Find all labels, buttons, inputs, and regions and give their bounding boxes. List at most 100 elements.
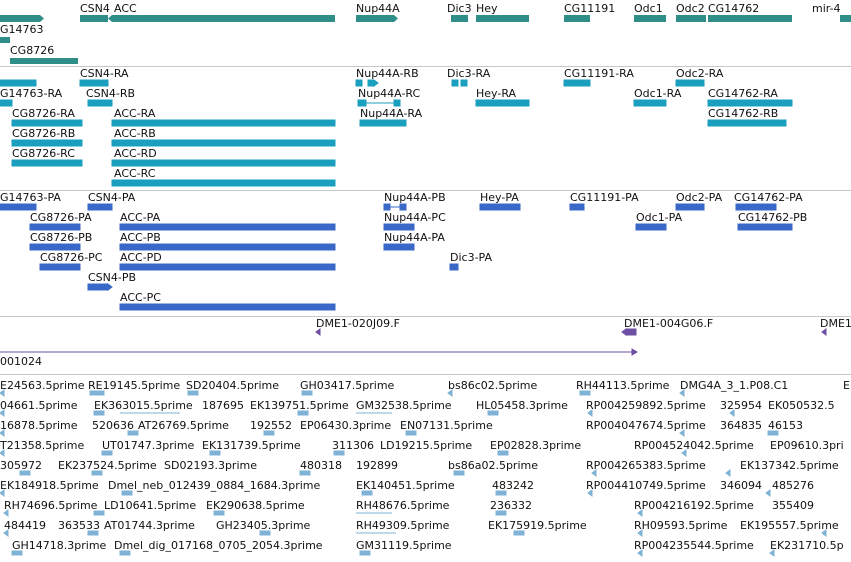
- transcript-bar[interactable]: [359, 119, 407, 127]
- transcript-label[interactable]: Nup44A-RB: [356, 67, 419, 80]
- gene-label[interactable]: CSN4: [80, 2, 110, 15]
- gene-bar[interactable]: [112, 15, 335, 22]
- est-label[interactable]: RP004524042.5prime: [634, 439, 754, 452]
- est-arrow[interactable]: [637, 549, 643, 557]
- est-label[interactable]: RP004216192.5prime: [634, 499, 754, 512]
- est-bar[interactable]: [101, 450, 113, 456]
- protein-bar[interactable]: [399, 203, 407, 211]
- gene-bar[interactable]: [356, 15, 394, 22]
- transcript-bar[interactable]: [460, 79, 468, 87]
- est-arrow[interactable]: [725, 469, 731, 477]
- gene-bar[interactable]: [564, 15, 590, 22]
- protein-label[interactable]: CG11191-PA: [570, 191, 639, 204]
- protein-label[interactable]: ACC-PB: [120, 231, 161, 244]
- est-bar[interactable]: [91, 470, 103, 476]
- est-arrow[interactable]: [447, 389, 453, 397]
- est-label[interactable]: 04661.5prime: [0, 399, 78, 412]
- gene-bar[interactable]: [0, 37, 10, 43]
- est-label[interactable]: 485276: [772, 479, 814, 492]
- gene-label[interactable]: Odc1: [634, 2, 663, 15]
- protein-label[interactable]: ACC-PD: [120, 251, 162, 264]
- est-label[interactable]: 363533: [58, 519, 100, 532]
- est-label[interactable]: EK184918.5prime: [0, 479, 99, 492]
- est-bar[interactable]: [127, 430, 139, 436]
- protein-bar[interactable]: [119, 243, 336, 251]
- protein-label[interactable]: Nup44A-PB: [384, 191, 446, 204]
- gene-bar[interactable]: [634, 15, 666, 22]
- clone-label[interactable]: DME1: [820, 317, 851, 330]
- est-bar[interactable]: [11, 550, 23, 556]
- clone-end-marker[interactable]: [821, 328, 827, 336]
- est-label[interactable]: E: [843, 379, 850, 392]
- protein-label[interactable]: Odc2-PA: [676, 191, 723, 204]
- est-label[interactable]: 16878.5prime: [0, 419, 78, 432]
- protein-bar[interactable]: [675, 203, 705, 211]
- est-label[interactable]: RP004235544.5prime: [634, 539, 754, 552]
- protein-bar[interactable]: [383, 243, 415, 251]
- est-bar[interactable]: [487, 410, 499, 416]
- est-bar[interactable]: [19, 470, 31, 476]
- gene-bar[interactable]: [0, 15, 40, 22]
- est-label[interactable]: RH48676.5prime: [356, 499, 450, 512]
- est-bar[interactable]: [495, 490, 507, 496]
- transcript-bar[interactable]: [111, 179, 336, 187]
- gene-label[interactable]: ACC: [114, 2, 137, 15]
- est-arrow[interactable]: [679, 389, 685, 397]
- gene-bar[interactable]: [708, 15, 792, 22]
- transcript-bar[interactable]: [11, 139, 83, 147]
- protein-label[interactable]: G14763-PA: [0, 191, 61, 204]
- gene-label[interactable]: mir-4: [812, 2, 841, 15]
- transcript-label[interactable]: Dic3-RA: [447, 67, 491, 80]
- est-arrow[interactable]: [587, 489, 593, 497]
- est-label[interactable]: 364835: [720, 419, 762, 432]
- est-label[interactable]: EP06430.3prime: [300, 419, 392, 432]
- protein-bar[interactable]: [39, 263, 81, 271]
- est-arrow[interactable]: [0, 429, 5, 437]
- est-label[interactable]: RH74696.5prime: [4, 499, 98, 512]
- transcript-label[interactable]: G14763-RA: [0, 87, 63, 100]
- est-label[interactable]: 46153: [768, 419, 803, 432]
- est-bar[interactable]: [767, 430, 779, 436]
- est-label[interactable]: RP004265383.5prime: [586, 459, 706, 472]
- transcript-label[interactable]: Nup44A-RA: [360, 107, 423, 120]
- est-label[interactable]: AT01744.3prime: [104, 519, 195, 532]
- protein-label[interactable]: CG8726-PC: [40, 251, 103, 264]
- transcript-label[interactable]: ACC-RC: [114, 167, 156, 180]
- est-arrow[interactable]: [587, 409, 593, 417]
- est-label[interactable]: 484419: [4, 519, 46, 532]
- protein-label[interactable]: CSN4-PA: [88, 191, 136, 204]
- est-label[interactable]: T21358.5prime: [0, 439, 85, 452]
- est-arrow[interactable]: [3, 509, 9, 517]
- gene-label[interactable]: CG8726: [10, 44, 55, 57]
- est-bar[interactable]: [209, 450, 221, 456]
- est-arrow[interactable]: [681, 449, 687, 457]
- transcript-bar[interactable]: [111, 139, 336, 147]
- est-label[interactable]: RH09593.5prime: [634, 519, 728, 532]
- transcript-bar[interactable]: [393, 99, 401, 107]
- est-bar[interactable]: [299, 470, 311, 476]
- est-arrow[interactable]: [0, 449, 5, 457]
- est-label[interactable]: HL05458.3prime: [476, 399, 568, 412]
- est-bar[interactable]: [333, 450, 345, 456]
- transcript-bar[interactable]: [633, 99, 667, 107]
- transcript-label[interactable]: CG8726-RC: [12, 147, 75, 160]
- est-label[interactable]: RP004259892.5prime: [586, 399, 706, 412]
- clone-end-marker[interactable]: [315, 328, 321, 336]
- transcript-bar[interactable]: [111, 159, 336, 167]
- est-label[interactable]: UT01747.3prime: [102, 439, 195, 452]
- transcript-bar[interactable]: [0, 79, 37, 87]
- est-label[interactable]: 520636: [92, 419, 134, 432]
- clone-label[interactable]: DME1-004G06.F: [624, 317, 714, 330]
- est-bar[interactable]: [497, 450, 509, 456]
- transcript-label[interactable]: ACC-RD: [114, 147, 157, 160]
- est-label[interactable]: EK139751.5prime: [250, 399, 349, 412]
- est-label[interactable]: 192552: [250, 419, 292, 432]
- gene-bar[interactable]: [451, 15, 468, 22]
- est-label[interactable]: EP02828.3prime: [490, 439, 582, 452]
- gene-bar[interactable]: [80, 15, 108, 22]
- est-bar[interactable]: [93, 410, 105, 416]
- est-label[interactable]: EK137342.5prime: [740, 459, 839, 472]
- est-label[interactable]: RP004410749.5prime: [586, 479, 706, 492]
- transcript-bar[interactable]: [563, 79, 591, 87]
- est-label[interactable]: EN07131.5prime: [400, 419, 493, 432]
